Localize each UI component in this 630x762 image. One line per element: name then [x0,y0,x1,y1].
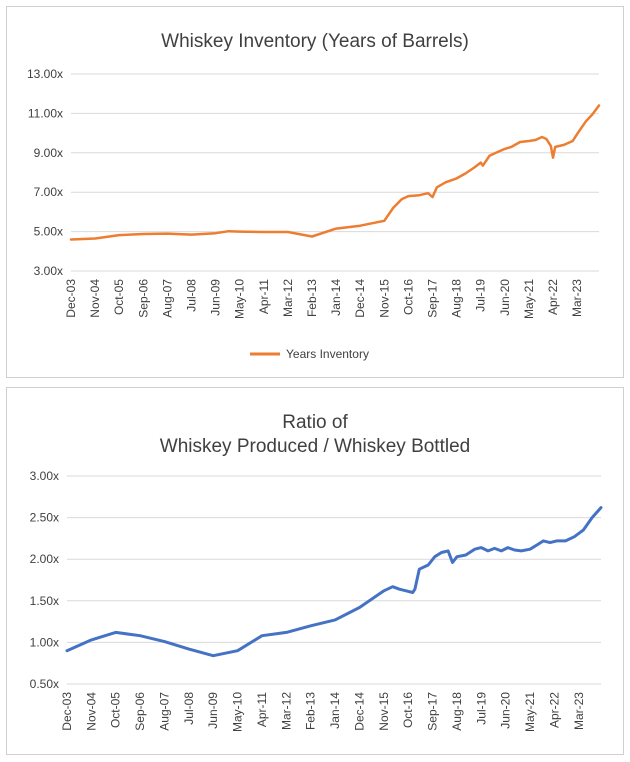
x-tick-label: Jun-20 [499,692,513,729]
series-line [69,104,601,241]
x-tick-label: Jul-08 [182,692,196,725]
y-tick-label: 1.50x [30,594,59,608]
x-tick-label: Apr-11 [255,692,269,727]
inventory-chart-svg: Whiskey Inventory (Years of Barrels) 3.00… [27,31,601,361]
x-tick-label: Oct-16 [401,692,415,728]
y-tick-label: 7.00x [34,185,63,199]
x-tick-label: Jun-09 [209,279,223,316]
x-tick-label: Sep-17 [425,279,439,318]
x-tick-label: Apr-22 [547,692,561,728]
chart-title: Ratio of [282,412,348,433]
series-line [65,506,603,658]
x-tick-label: Jul-19 [474,692,488,725]
x-tick-label: Nov-04 [88,279,102,318]
y-tick-label: 3.00x [34,264,63,278]
y-tick-label: 13.00x [27,67,63,81]
x-tick-label: Dec-14 [353,279,367,318]
x-tick-label: Sep-17 [426,692,440,731]
x-tick-label: Jan-14 [328,692,342,729]
x-tick-label: Jan-14 [329,279,343,316]
x-tick-label: Jun-20 [498,279,512,316]
x-tick-label: Aug-18 [450,279,464,318]
x-tick-label: Jul-19 [474,279,488,312]
x-tick-label: Feb-13 [305,279,319,317]
y-tick-label: 0.50x [30,677,59,691]
x-tick-label: Apr-11 [257,279,271,314]
x-tick-label: May-21 [522,279,536,319]
x-tick-label: Mar-23 [572,692,586,730]
x-tick-label: Nov-15 [377,279,391,318]
x-tick-label: Aug-18 [450,692,464,731]
x-tick-label: Jun-09 [206,692,220,729]
x-tick-label: Mar-12 [281,279,295,317]
x-tick-label: Nov-15 [377,692,391,731]
x-tick-label: Oct-05 [109,692,123,728]
inventory-chart-panel: Whiskey Inventory (Years of Barrels) 3.00… [6,6,624,378]
x-tick-label: Mar-23 [570,279,584,317]
x-tick-label: Jul-08 [184,279,198,312]
y-tick-label: 5.00x [34,225,63,239]
x-tick-label: Mar-12 [279,692,293,730]
x-tick-label: Oct-05 [112,279,126,315]
x-tick-label: Aug-07 [157,692,171,731]
x-tick-label: Apr-22 [546,279,560,315]
x-tick-label: May-10 [231,692,245,732]
x-tick-label: Aug-07 [160,279,174,318]
legend-label: Years Inventory [286,347,369,361]
x-tick-label: May-10 [233,279,247,319]
x-tick-label: Nov-04 [84,692,98,731]
ratio-chart-panel: Ratio of Whiskey Produced / Whiskey Bottl… [6,387,624,755]
x-tick-label: May-21 [523,692,537,732]
x-tick-label: Dec-14 [352,692,366,731]
x-tick-label: Sep-06 [133,692,147,731]
y-tick-label: 2.00x [30,552,59,566]
x-tick-label: Dec-03 [64,279,78,318]
y-tick-label: 3.00x [30,469,59,483]
ratio-chart-svg: Ratio of Whiskey Produced / Whiskey Bottl… [30,412,603,732]
y-tick-label: 2.50x [30,511,59,525]
y-tick-label: 1.00x [30,635,59,649]
y-tick-label: 9.00x [34,146,63,160]
x-tick-label: Sep-06 [136,279,150,318]
x-tick-label: Dec-03 [60,692,74,731]
x-tick-label: Feb-13 [304,692,318,730]
x-tick-label: Oct-16 [401,279,415,315]
chart-title: Whiskey Produced / Whiskey Bottled [160,436,470,457]
chart-title: Whiskey Inventory (Years of Barrels) [161,31,469,52]
y-tick-label: 11.00x [28,106,63,120]
